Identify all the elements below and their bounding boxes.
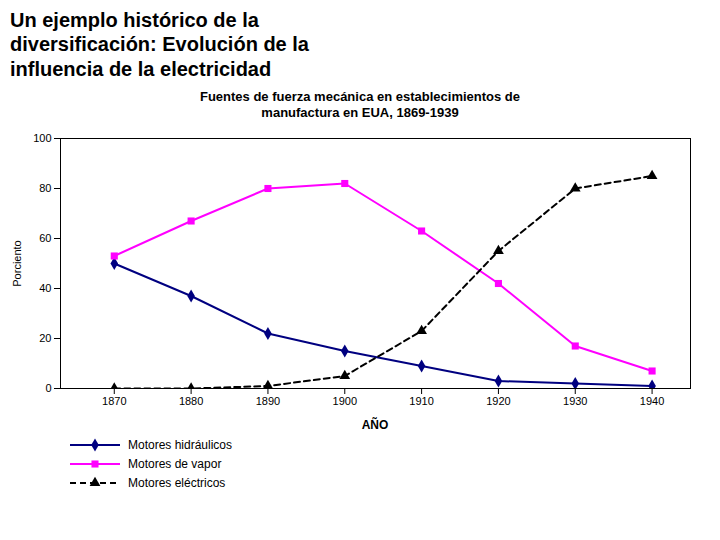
svg-text:1930: 1930: [563, 395, 587, 407]
svg-text:100: 100: [33, 132, 51, 144]
svg-text:1910: 1910: [409, 395, 433, 407]
svg-text:40: 40: [39, 282, 51, 294]
html-text:Fuentes de fuerza mecánica en: Fuentes de fuerza mecánica en establecim…: [200, 89, 520, 121]
svg-text:1940: 1940: [640, 395, 664, 407]
svg-text:1920: 1920: [486, 395, 510, 407]
svg-text:60: 60: [39, 232, 51, 244]
svg-text:80: 80: [39, 182, 51, 194]
html-text:Motores de vapor: Motores de vapor: [128, 457, 222, 472]
html-text:Un ejemplo histórico de la div: Un ejemplo histórico de la diversificaci…: [10, 9, 309, 80]
html-text:Motores hidráulicos: Motores hidráulicos: [128, 438, 232, 453]
html-text:AÑO: AÑO: [361, 417, 389, 432]
svg-text:0: 0: [45, 382, 51, 394]
html-text:Motores eléctricos: Motores eléctricos: [128, 476, 226, 491]
svg-text:1870: 1870: [102, 395, 126, 407]
svg-text:1890: 1890: [256, 395, 280, 407]
svg-text:Porciento: Porciento: [11, 240, 23, 286]
svg-text:1900: 1900: [333, 395, 357, 407]
svg-text:1880: 1880: [179, 395, 203, 407]
svg-text:20: 20: [39, 332, 51, 344]
